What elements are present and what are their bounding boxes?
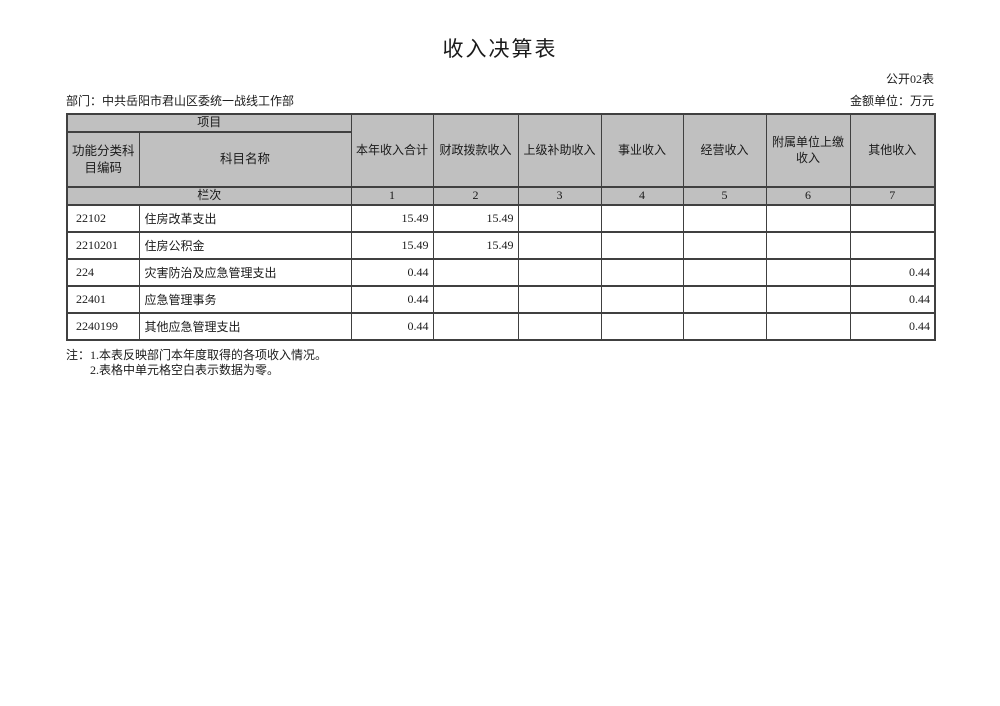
value-cell: 15.49 xyxy=(432,231,519,260)
value-cell: 0.44 xyxy=(350,312,434,341)
value-cell xyxy=(517,258,602,287)
value-cell xyxy=(765,204,851,233)
column-index-cell: 7 xyxy=(849,186,936,206)
table-row: 22102 住房改革支出 15.49 15.49 xyxy=(66,204,936,233)
value-cell xyxy=(432,258,519,287)
value-cell xyxy=(600,231,684,260)
department-label: 部门：中共岳阳市君山区委统一战线工作部 xyxy=(66,94,295,108)
value-cell: 15.49 xyxy=(432,204,519,233)
table-row: 2240199 其他应急管理支出 0.44 0.44 xyxy=(66,312,936,341)
value-cell xyxy=(765,231,851,260)
value-cell xyxy=(517,231,602,260)
income-column-header: 本年收入合计 xyxy=(350,113,434,188)
note-line-2: 2.表格中单元格空白表示数据为零。 xyxy=(90,363,280,377)
table-code-label: 公开02表 xyxy=(885,72,934,86)
value-cell xyxy=(765,285,851,314)
income-column-header: 附属单位上缴收入 xyxy=(765,113,851,188)
value-cell xyxy=(432,312,519,341)
column-index-cell: 6 xyxy=(765,186,851,206)
value-cell: 0.44 xyxy=(849,312,936,341)
value-cell xyxy=(682,204,767,233)
meta-row: 部门：中共岳阳市君山区委统一战线工作部 金额单位：万元 xyxy=(66,92,934,109)
table-row: 2210201 住房公积金 15.49 15.49 xyxy=(66,231,936,260)
value-cell xyxy=(600,258,684,287)
subject-name-cell: 其他应急管理支出 xyxy=(138,312,352,341)
column-index-cell: 5 xyxy=(682,186,767,206)
value-cell xyxy=(765,312,851,341)
income-column-header: 经营收入 xyxy=(682,113,767,188)
value-cell xyxy=(682,258,767,287)
column-index-cell: 2 xyxy=(432,186,519,206)
value-cell xyxy=(517,204,602,233)
value-cell xyxy=(517,285,602,314)
income-column-header: 财政拨款收入 xyxy=(432,113,519,188)
value-cell: 0.44 xyxy=(849,258,936,287)
code-cell: 22401 xyxy=(66,285,140,314)
subject-name-cell: 住房改革支出 xyxy=(138,204,352,233)
value-cell xyxy=(517,312,602,341)
note-prefix: 注： xyxy=(66,348,91,362)
document-content: 收入决算表 公开02表 部门：中共岳阳市君山区委统一战线工作部 金额单位：万元 … xyxy=(66,0,937,378)
unit-label: 金额单位：万元 xyxy=(849,94,934,108)
income-column-header: 上级补助收入 xyxy=(517,113,602,188)
subject-name-header: 科目名称 xyxy=(138,131,352,188)
value-cell xyxy=(600,204,684,233)
code-cell: 2240199 xyxy=(66,312,140,341)
table-row: 224 灾害防治及应急管理支出 0.44 0.44 xyxy=(66,258,936,287)
code-cell: 22102 xyxy=(66,204,140,233)
value-cell xyxy=(682,231,767,260)
code-header: 功能分类科目编码 xyxy=(66,131,140,188)
value-cell xyxy=(600,285,684,314)
income-column-header: 其他收入 xyxy=(849,113,936,188)
code-cell: 224 xyxy=(66,258,140,287)
column-index-cell: 1 xyxy=(350,186,434,206)
note-lines: 1.本表反映部门本年度取得的各项收入情况。 2.表格中单元格空白表示数据为零。 xyxy=(90,348,327,378)
page-title: 收入决算表 xyxy=(442,37,558,61)
value-cell xyxy=(849,231,936,260)
value-cell xyxy=(682,312,767,341)
table-row: 22401 应急管理事务 0.44 0.44 xyxy=(66,285,936,314)
income-table: 项目 本年收入合计 财政拨款收入 上级补助收入 事业收入 经营收入 附属单位上缴收入 其他收… xyxy=(66,113,937,341)
column-index-cell: 4 xyxy=(600,186,684,206)
subject-name-cell: 灾害防治及应急管理支出 xyxy=(138,258,352,287)
header-row-main: 功能分类科目编码 科目名称 xyxy=(66,131,935,188)
value-cell: 0.44 xyxy=(350,258,434,287)
value-cell: 0.44 xyxy=(849,285,936,314)
lane-header: 栏次 xyxy=(66,186,352,206)
value-cell: 0.44 xyxy=(350,285,434,314)
value-cell: 15.49 xyxy=(350,204,434,233)
value-cell xyxy=(682,285,767,314)
subject-name-cell: 住房公积金 xyxy=(138,231,352,260)
header-row-project: 项目 本年收入合计 财政拨款收入 上级补助收入 事业收入 经营收入 附属单位上缴收入 其他收… xyxy=(66,113,936,188)
footnotes: 注： 1.本表反映部门本年度取得的各项收入情况。 2.表格中单元格空白表示数据为… xyxy=(66,348,934,378)
value-cell: 15.49 xyxy=(350,231,434,260)
income-column-header: 事业收入 xyxy=(600,113,684,188)
project-header: 项目 xyxy=(66,113,352,133)
code-cell: 2210201 xyxy=(66,231,140,260)
value-cell xyxy=(432,285,519,314)
subject-name-cell: 应急管理事务 xyxy=(138,285,352,314)
column-index-cell: 3 xyxy=(517,186,602,206)
note-line-1: 1.本表反映部门本年度取得的各项收入情况。 xyxy=(90,348,328,362)
value-cell xyxy=(765,258,851,287)
value-cell xyxy=(849,204,936,233)
value-cell xyxy=(600,312,684,341)
